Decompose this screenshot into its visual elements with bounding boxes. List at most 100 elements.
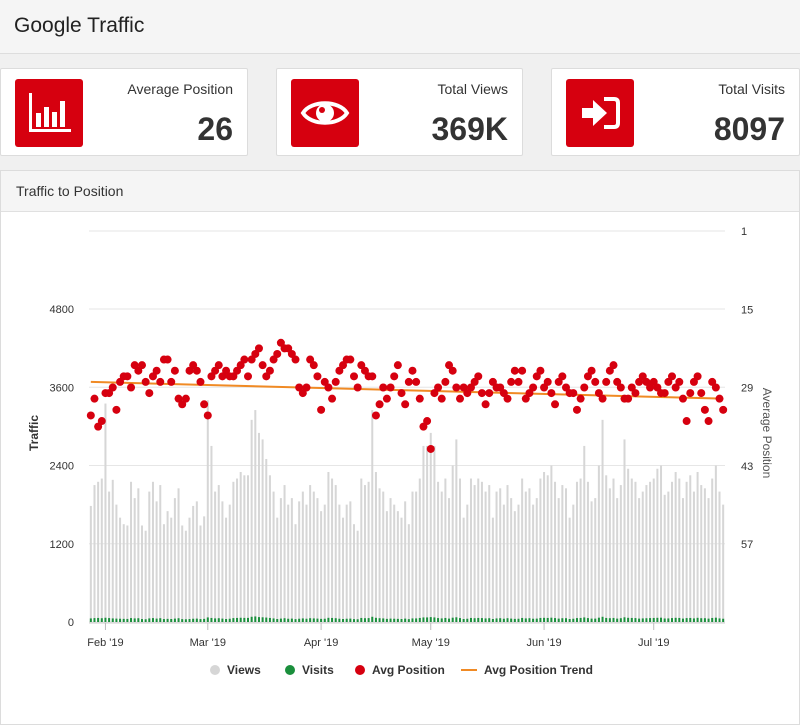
- views-bar: [334, 485, 337, 622]
- views-bar: [236, 478, 239, 622]
- avg-position-point: [390, 372, 399, 381]
- views-bar: [473, 485, 476, 622]
- panel-header: Traffic to Position: [1, 171, 799, 212]
- views-bar: [572, 504, 575, 622]
- visits-bar: [287, 618, 290, 622]
- avg-position-point: [598, 394, 607, 403]
- visits-bar: [506, 618, 509, 622]
- visits-bar: [718, 618, 721, 622]
- views-bar: [137, 488, 140, 622]
- visits-bar: [444, 617, 447, 622]
- views-bar: [360, 478, 363, 622]
- views-bar: [656, 468, 659, 622]
- avg-position-point: [350, 372, 358, 381]
- visits-bar: [656, 617, 659, 622]
- views-bar: [700, 485, 703, 622]
- views-bar: [115, 504, 118, 622]
- visits-bar: [707, 618, 710, 622]
- visits-bar: [433, 617, 436, 622]
- x-tick-label: Mar '19: [190, 637, 226, 649]
- avg-position-point: [704, 417, 713, 426]
- views-bar: [451, 465, 454, 622]
- avg-position-point: [675, 377, 684, 386]
- views-bar: [323, 504, 326, 622]
- visits-bar: [667, 618, 670, 622]
- views-bar: [389, 498, 392, 622]
- avg-position-point: [309, 361, 318, 370]
- visits-bar: [601, 616, 604, 622]
- avg-position-point: [196, 377, 205, 386]
- y-tick-label: 1200: [50, 539, 74, 551]
- avg-position-point: [415, 394, 424, 403]
- views-bar: [309, 485, 312, 622]
- views-bar: [349, 501, 352, 622]
- avg-position-point: [529, 383, 538, 392]
- legend-marker: [285, 665, 295, 675]
- avg-position-point: [382, 394, 391, 403]
- visits-bar: [480, 618, 483, 622]
- views-bar: [104, 403, 107, 622]
- views-bar: [331, 478, 334, 622]
- views-bar: [342, 517, 345, 622]
- views-bar: [203, 516, 206, 622]
- avg-position-point: [686, 389, 695, 398]
- avg-position-point: [170, 366, 179, 375]
- visits-bar: [568, 619, 571, 622]
- views-bar: [696, 472, 699, 622]
- views-bar: [630, 478, 633, 622]
- avg-position-point: [518, 366, 527, 375]
- visits-bar: [692, 618, 695, 622]
- stat-label: Total Views: [437, 81, 508, 97]
- visits-bar: [352, 619, 356, 622]
- views-bar: [225, 517, 228, 622]
- visits-bar: [491, 619, 494, 622]
- visits-bar: [627, 617, 630, 622]
- views-bar: [272, 491, 275, 622]
- views-bar: [532, 504, 535, 622]
- views-bar: [418, 478, 421, 622]
- page-title: Google Traffic: [14, 14, 145, 37]
- views-bar: [495, 491, 498, 622]
- views-bar: [320, 511, 323, 622]
- visits-bar: [272, 618, 275, 622]
- views-bar: [159, 485, 162, 622]
- views-bar: [100, 478, 103, 622]
- visits-bar: [283, 618, 286, 622]
- views-bar: [214, 491, 217, 622]
- views-bar: [564, 488, 568, 622]
- visits-bar: [239, 617, 242, 622]
- avg-position-point: [711, 383, 720, 392]
- visits-bar: [279, 618, 282, 622]
- visits-bar: [488, 618, 491, 622]
- visits-bar: [590, 618, 593, 622]
- visits-bar: [298, 618, 301, 622]
- visits-bar: [155, 618, 158, 622]
- views-bar: [217, 485, 220, 622]
- visits-bar: [221, 618, 224, 622]
- visits-bar: [495, 618, 498, 622]
- stat-value: 8097: [713, 111, 785, 147]
- views-bar: [554, 481, 557, 622]
- visits-bar: [616, 618, 619, 622]
- visits-bar: [305, 618, 308, 622]
- views-bar: [488, 485, 491, 622]
- views-bar: [316, 498, 319, 622]
- visits-bar: [192, 618, 195, 622]
- views-bar: [371, 410, 374, 622]
- views-bar: [579, 478, 582, 622]
- avg-position-point: [572, 405, 581, 414]
- views-bar: [568, 517, 571, 622]
- visits-bar: [557, 618, 560, 622]
- views-bar: [605, 475, 608, 622]
- views-bar: [703, 488, 706, 622]
- visits-bar: [254, 616, 257, 622]
- visits-bar: [151, 618, 154, 622]
- visits-bar: [236, 617, 239, 622]
- avg-position-point: [386, 383, 395, 392]
- stat-card-average-position: Average Position 26: [0, 68, 248, 156]
- views-bar: [663, 494, 666, 622]
- views-bar: [685, 481, 688, 622]
- visits-bar: [502, 618, 505, 622]
- views-bar: [97, 481, 100, 622]
- avg-position-point: [719, 405, 728, 414]
